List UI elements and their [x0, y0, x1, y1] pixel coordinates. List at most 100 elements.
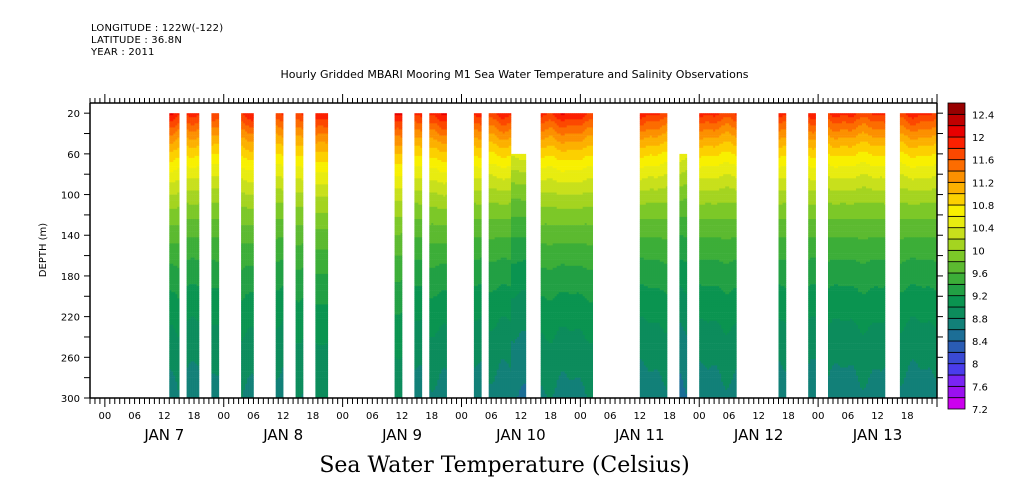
colorbar-swatch: [948, 375, 965, 386]
y-tick-label: 180: [61, 272, 80, 283]
colorbar-swatch: [948, 148, 965, 159]
colorbar-swatch: [948, 296, 965, 307]
colorbar-label: 10.4: [972, 224, 994, 235]
x-hour-label: 06: [723, 411, 736, 422]
colorbar: 12.41211.611.210.810.4109.69.28.88.487.6…: [948, 103, 994, 416]
x-day-label: JAN 10: [495, 426, 546, 444]
colorbar-swatch: [948, 137, 965, 148]
data-column: [699, 113, 736, 398]
x-hour-label: 12: [158, 411, 171, 422]
colorbar-swatch: [948, 352, 965, 363]
colorbar-swatch: [948, 284, 965, 295]
x-hour-label: 12: [871, 411, 884, 422]
x-hour-label: 00: [217, 411, 230, 422]
y-tick-label: 220: [61, 313, 80, 324]
x-hour-label: 18: [901, 411, 914, 422]
colorbar-swatch: [948, 250, 965, 261]
data-column: [640, 113, 668, 398]
colorbar-label: 8: [972, 360, 978, 371]
data-column: [429, 113, 447, 398]
data-column: [187, 113, 200, 398]
x-hour-label: 06: [366, 411, 379, 422]
colorbar-swatch: [948, 364, 965, 375]
colorbar-swatch: [948, 205, 965, 216]
data-columns: [169, 113, 937, 398]
x-day-label: JAN 8: [262, 426, 303, 444]
data-column: [276, 113, 284, 398]
x-axis-label: Sea Water Temperature (Celsius): [0, 453, 1009, 478]
data-column: [315, 113, 328, 398]
x-hour-label: 00: [455, 411, 468, 422]
y-tick-label: 300: [61, 394, 80, 405]
x-day-label: JAN 9: [381, 426, 422, 444]
x-day-label: JAN 12: [733, 426, 784, 444]
colorbar-swatch: [948, 398, 965, 409]
x-hour-label: 06: [604, 411, 617, 422]
y-tick-label: 60: [67, 150, 80, 161]
data-column: [169, 113, 179, 398]
colorbar-label: 8.4: [972, 337, 988, 348]
data-column: [395, 113, 403, 398]
chart-canvas: 206010014018022026030000 06 12 18 00 06 12 18 00…: [0, 0, 1009, 504]
colorbar-label: 7.2: [972, 405, 988, 416]
colorbar-label: 11.2: [972, 178, 994, 189]
data-column: [511, 154, 526, 398]
colorbar-label: 7.6: [972, 382, 988, 393]
colorbar-swatch: [948, 262, 965, 273]
y-tick-label: 100: [61, 191, 80, 202]
x-day-label: JAN 11: [614, 426, 665, 444]
x-day-label: JAN 7: [143, 426, 184, 444]
colorbar-swatch: [948, 330, 965, 341]
x-hour-label: 06: [485, 411, 498, 422]
colorbar-swatch: [948, 239, 965, 250]
colorbar-label: 9.6: [972, 269, 988, 280]
colorbar-swatch: [948, 228, 965, 239]
data-column: [296, 113, 304, 398]
x-hour-label: 18: [544, 411, 557, 422]
y-tick-label: 20: [67, 109, 80, 120]
colorbar-swatch: [948, 126, 965, 137]
x-hour-label: 18: [307, 411, 320, 422]
colorbar-swatch: [948, 182, 965, 193]
colorbar-swatch: [948, 307, 965, 318]
colorbar-label: 12: [972, 133, 985, 144]
data-column: [808, 113, 816, 398]
data-column: [211, 113, 219, 398]
x-hour-label: 00: [574, 411, 587, 422]
colorbar-label: 10: [972, 246, 985, 257]
x-hour-label: 12: [396, 411, 409, 422]
data-column: [541, 113, 593, 398]
colorbar-swatch: [948, 273, 965, 284]
x-hour-label: 18: [782, 411, 795, 422]
data-column: [900, 113, 937, 398]
data-column: [474, 113, 482, 398]
x-hour-label: 18: [425, 411, 438, 422]
data-column: [779, 113, 787, 398]
colorbar-swatch: [948, 160, 965, 171]
colorbar-label: 9.2: [972, 292, 988, 303]
y-tick-label: 260: [61, 353, 80, 364]
x-hour-label: 00: [812, 411, 825, 422]
x-hour-label: 18: [663, 411, 676, 422]
x-hour-label: 06: [247, 411, 260, 422]
x-hour-label: 06: [841, 411, 854, 422]
x-hour-label: 06: [128, 411, 141, 422]
x-hour-label: 00: [98, 411, 111, 422]
colorbar-label: 8.8: [972, 314, 988, 325]
x-hour-label: 12: [633, 411, 646, 422]
x-hour-label: 12: [515, 411, 528, 422]
y-axis-label: DEPTH (m): [38, 223, 49, 277]
colorbar-swatch: [948, 216, 965, 227]
colorbar-swatch: [948, 341, 965, 352]
colorbar-label: 11.6: [972, 156, 994, 167]
colorbar-swatch: [948, 386, 965, 397]
x-hour-label: 18: [188, 411, 201, 422]
colorbar-swatch: [948, 114, 965, 125]
x-hour-label: 00: [336, 411, 349, 422]
colorbar-label: 10.8: [972, 201, 994, 212]
data-column: [489, 113, 512, 398]
colorbar-swatch: [948, 103, 965, 114]
x-hour-label: 12: [752, 411, 765, 422]
data-column: [679, 154, 687, 398]
colorbar-swatch: [948, 194, 965, 205]
